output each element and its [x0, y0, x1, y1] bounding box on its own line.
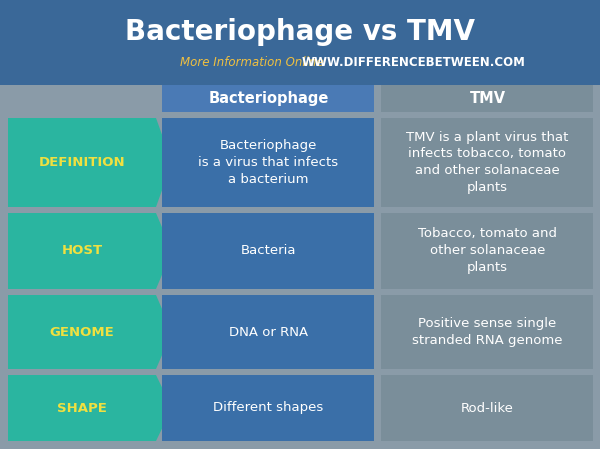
- Text: WWW.DIFFERENCEBETWEEN.COM: WWW.DIFFERENCEBETWEEN.COM: [302, 56, 526, 69]
- Polygon shape: [8, 118, 172, 207]
- Text: TMV: TMV: [469, 91, 506, 106]
- Bar: [381, 85, 593, 112]
- Text: More Information Online: More Information Online: [180, 56, 324, 69]
- Text: DNA or RNA: DNA or RNA: [229, 326, 308, 339]
- Bar: [162, 118, 374, 207]
- Text: DEFINITION: DEFINITION: [38, 156, 125, 169]
- Text: SHAPE: SHAPE: [57, 401, 107, 414]
- Text: GENOME: GENOME: [50, 326, 115, 339]
- Text: Positive sense single
stranded RNA genome: Positive sense single stranded RNA genom…: [412, 317, 563, 347]
- Text: TMV is a plant virus that
infects tobacco, tomato
and other solanaceae
plants: TMV is a plant virus that infects tobacc…: [406, 131, 569, 194]
- Bar: [162, 295, 374, 369]
- Polygon shape: [8, 295, 172, 369]
- Polygon shape: [8, 375, 172, 441]
- Bar: [381, 118, 593, 207]
- Text: Tobacco, tomato and
other solanaceae
plants: Tobacco, tomato and other solanaceae pla…: [418, 228, 557, 274]
- Bar: [162, 375, 374, 441]
- Text: HOST: HOST: [61, 245, 103, 257]
- Text: Bacteriophage vs TMV: Bacteriophage vs TMV: [125, 18, 475, 46]
- Text: Rod-like: Rod-like: [461, 401, 514, 414]
- Text: Different shapes: Different shapes: [214, 401, 323, 414]
- Bar: [162, 213, 374, 289]
- Text: Bacteriophage
is a virus that infects
a bacterium: Bacteriophage is a virus that infects a …: [199, 139, 338, 186]
- Text: Bacteria: Bacteria: [241, 245, 296, 257]
- Bar: [381, 213, 593, 289]
- Bar: [381, 375, 593, 441]
- Bar: [0, 0, 600, 85]
- Bar: [381, 295, 593, 369]
- Text: Bacteriophage: Bacteriophage: [208, 91, 329, 106]
- Bar: [162, 85, 374, 112]
- Polygon shape: [8, 213, 172, 289]
